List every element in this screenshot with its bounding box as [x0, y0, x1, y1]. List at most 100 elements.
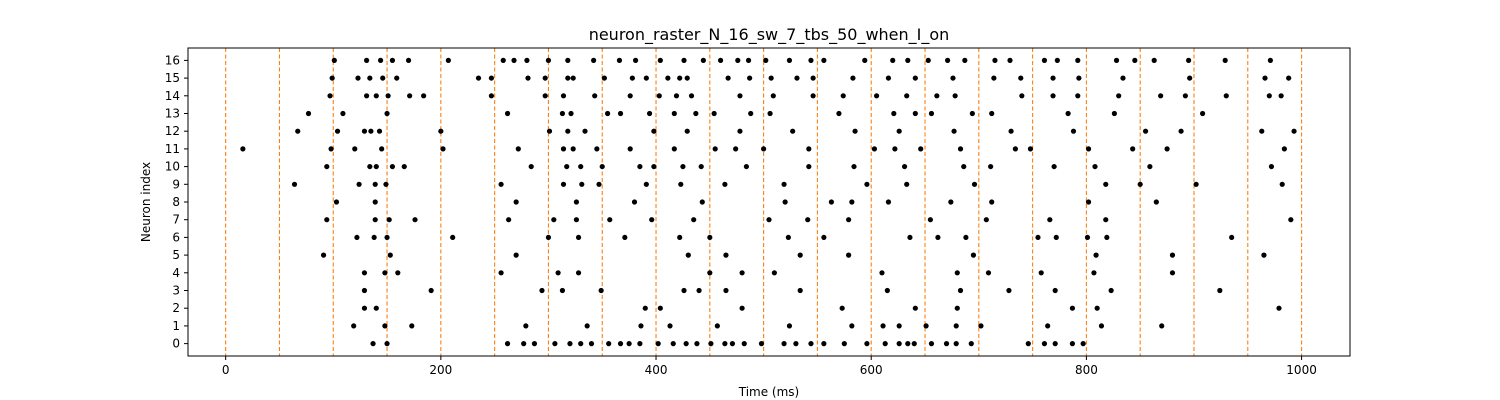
spike-point: [1098, 323, 1105, 329]
spike-point: [564, 163, 570, 170]
y-tick-label: 9: [172, 177, 180, 191]
spike-point: [394, 75, 400, 81]
spike-point: [584, 323, 590, 329]
spike-point: [324, 163, 330, 170]
spike-point: [560, 181, 567, 187]
spike-point: [683, 341, 689, 347]
spike-point: [808, 341, 814, 347]
spike-point: [1229, 234, 1235, 241]
spike-point: [696, 287, 702, 294]
spike-point: [1080, 341, 1086, 347]
spike-point: [761, 146, 767, 152]
spike-point: [364, 93, 370, 99]
spike-point: [707, 270, 713, 276]
spike-point: [579, 181, 585, 187]
spike-point: [383, 181, 389, 187]
spike-point: [781, 181, 787, 187]
spike-point: [361, 128, 368, 134]
spike-point: [428, 287, 434, 294]
spike-point: [896, 323, 902, 329]
spike-point: [971, 181, 978, 187]
spike-point: [771, 270, 777, 276]
spike-point: [438, 128, 444, 134]
spike-point: [1288, 217, 1294, 223]
spike-point: [511, 57, 517, 63]
spike-point: [1182, 93, 1188, 99]
spike-point: [873, 93, 880, 99]
spike-point: [582, 128, 588, 134]
spike-point: [717, 57, 724, 63]
spike-point: [295, 128, 301, 134]
spike-point: [700, 57, 706, 63]
spike-point: [1186, 57, 1192, 63]
spike-point: [513, 199, 519, 205]
spike-point: [890, 57, 896, 63]
spike-point: [616, 57, 623, 63]
spike-point: [588, 341, 595, 347]
spike-point: [542, 75, 548, 81]
spike-point: [656, 93, 662, 99]
spike-point: [880, 323, 886, 329]
spike-point: [407, 93, 413, 99]
spike-point: [646, 110, 653, 117]
spike-point: [708, 341, 714, 347]
spike-point: [570, 146, 576, 152]
spike-point: [911, 341, 917, 347]
spike-point: [968, 341, 974, 347]
stimulus-marker-lines: [225, 48, 1303, 356]
spike-point: [655, 341, 661, 347]
spike-point: [305, 110, 312, 117]
spike-point: [927, 217, 933, 223]
spike-point: [352, 146, 358, 152]
spike-point: [693, 110, 699, 117]
spike-point: [1113, 57, 1120, 63]
spike-point: [1120, 75, 1126, 81]
spike-point: [763, 57, 769, 63]
spike-point: [372, 181, 378, 187]
spike-point: [839, 305, 845, 311]
spike-point: [567, 341, 573, 347]
spike-point: [651, 128, 657, 134]
y-tick-label: 10: [165, 160, 180, 174]
spike-point: [850, 75, 856, 81]
spike-point: [371, 234, 377, 241]
spike-point: [1019, 93, 1025, 99]
spike-point: [673, 93, 680, 99]
x-tick-label: 800: [1075, 363, 1098, 377]
spike-point: [879, 270, 885, 276]
spike-point: [327, 93, 333, 99]
spike-point: [684, 75, 690, 81]
spike-point: [384, 234, 390, 241]
spike-point: [386, 217, 392, 223]
spike-point: [1008, 128, 1014, 134]
spike-point: [361, 287, 368, 294]
y-tick-label: 13: [165, 106, 180, 120]
spike-point: [1278, 93, 1284, 99]
spike-point: [1052, 341, 1058, 347]
x-tick-label: 200: [429, 363, 452, 377]
spike-point: [677, 234, 683, 241]
spike-point: [361, 270, 368, 276]
spike-point: [523, 323, 529, 329]
spike-point: [560, 146, 567, 152]
spike-point: [552, 341, 558, 347]
spike-point: [385, 93, 391, 99]
spike-point: [1041, 341, 1048, 347]
y-tick-label: 12: [165, 124, 180, 138]
spike-point: [723, 252, 729, 258]
spike-point: [1075, 93, 1081, 99]
spike-point: [560, 93, 567, 99]
y-tick-label: 2: [172, 301, 180, 315]
spike-point: [733, 146, 739, 152]
spike-point: [828, 199, 835, 205]
spike-point: [605, 110, 611, 117]
spike-point: [573, 199, 580, 205]
spike-point: [957, 287, 964, 294]
spike-point: [626, 341, 632, 347]
spike-point: [545, 234, 552, 241]
spike-point: [488, 93, 495, 99]
spike-point: [546, 128, 553, 134]
